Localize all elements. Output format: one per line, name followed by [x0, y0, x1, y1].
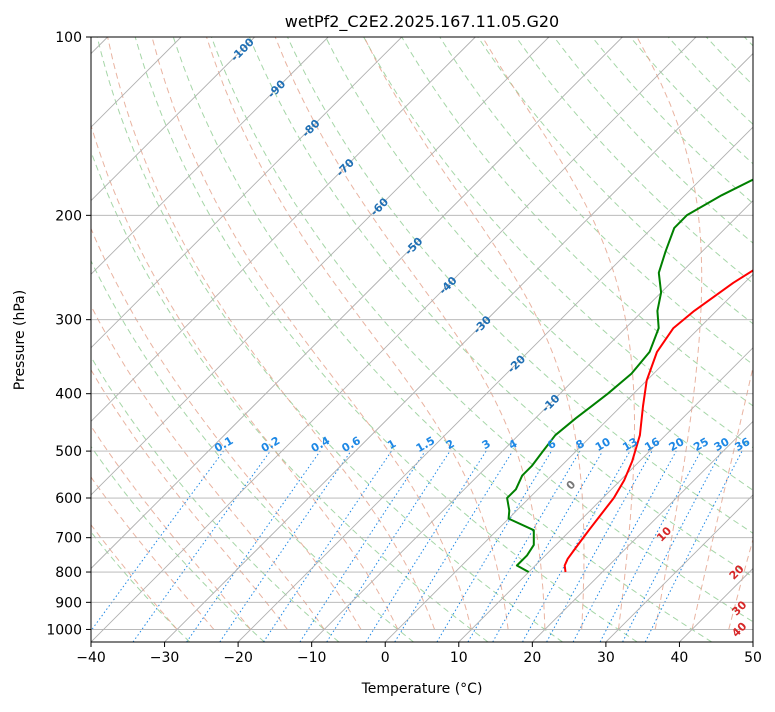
y-tick-label: 700: [55, 531, 82, 547]
x-axis-label: Temperature (°C): [361, 681, 483, 697]
y-tick-label: 200: [55, 208, 82, 224]
x-tick-label: 10: [450, 650, 468, 666]
grid-lines: [0, 37, 775, 642]
mixing-ratio-label: 0.4: [309, 434, 333, 455]
moist-adiabat: [0, 37, 287, 629]
x-ticks: −40 −30 −20 −10 0 10 20 30 40 50: [76, 642, 762, 666]
isotherm: [0, 37, 402, 642]
mixing-ratio-line: [327, 451, 450, 642]
y-ticks: 100 200 300 400 500 600 700 800 900 1000: [46, 30, 91, 638]
x-tick-label: 0: [381, 650, 390, 666]
mixing-ratio-line: [600, 451, 701, 642]
mixing-ratio-label: 0.6: [340, 434, 364, 455]
isotherm-label: -70: [334, 156, 357, 179]
dry-adiabat: [97, 37, 562, 642]
x-tick-label: −20: [223, 650, 253, 666]
isotherm-label: -100: [228, 35, 257, 64]
x-tick-label: −30: [150, 650, 180, 666]
mixing-ratio-line: [83, 451, 224, 642]
moist-adiabat-label: 0: [564, 478, 579, 493]
mixing-ratio-label: 1: [385, 437, 398, 452]
isotherm-label: -40: [436, 274, 459, 297]
isotherm: [165, 37, 770, 642]
x-tick-label: 40: [671, 650, 689, 666]
moist-adiabat-label: 40: [729, 620, 749, 640]
dewpoint-line: [507, 37, 775, 572]
moist-adiabat: [0, 37, 214, 629]
mixing-ratio-label: 1.5: [414, 434, 437, 455]
mixing-ratio-line: [437, 451, 552, 642]
y-tick-label: 100: [55, 30, 82, 46]
x-tick-label: −10: [297, 650, 327, 666]
isotherm: [753, 37, 775, 642]
x-tick-label: 20: [523, 650, 541, 666]
moist-adiabat: [729, 37, 775, 629]
isotherm: [679, 37, 775, 642]
dry-adiabat: [706, 37, 775, 642]
mixing-ratio-line: [220, 451, 351, 642]
y-tick-label: 600: [55, 491, 82, 507]
y-axis-label: Pressure (hPa): [12, 290, 28, 390]
isotherm: [459, 37, 775, 642]
mixing-ratio-line: [264, 451, 392, 642]
dry-adiabat: [0, 37, 264, 642]
moist-adiabat: [364, 37, 584, 629]
dry-adiabat: [173, 37, 712, 642]
y-tick-label: 800: [55, 565, 82, 581]
dry-adiabat: [0, 37, 339, 642]
x-tick-label: −40: [76, 650, 106, 666]
dry-adiabat: [21, 37, 414, 642]
dry-adiabat: [516, 37, 775, 642]
mixing-ratio-line: [300, 451, 425, 642]
isotherm: [385, 37, 775, 642]
y-tick-label: 300: [55, 313, 82, 329]
background-lines: [0, 37, 775, 642]
moist-adiabat: [482, 37, 634, 629]
dry-adiabat: [744, 37, 775, 642]
moist-adiabat: [766, 37, 775, 629]
temperature-line: [565, 37, 775, 572]
isotherm-label: -10: [539, 392, 562, 415]
y-tick-label: 400: [55, 387, 82, 403]
isotherm: [0, 37, 255, 642]
dry-adiabat: [135, 37, 637, 642]
mixing-ratio-label: 3: [480, 437, 493, 452]
dry-adiabat: [0, 37, 190, 642]
y-tick-label: 900: [55, 595, 82, 611]
mixing-ratio-line: [547, 451, 652, 642]
mixing-ratio-label: 6: [545, 437, 558, 452]
moist-adiabat-label: 10: [654, 524, 674, 544]
moist-adiabat: [0, 37, 251, 629]
x-tick-label: 50: [744, 650, 762, 666]
dry-adiabat: [668, 37, 775, 642]
mixing-ratio-line: [468, 451, 580, 642]
mixing-ratio-label: 4: [506, 437, 519, 452]
isotherm-label: -80: [299, 117, 322, 140]
y-tick-label: 1000: [46, 622, 82, 638]
dry-adiabat: [478, 37, 775, 642]
mixing-ratio-line: [645, 451, 742, 642]
dry-adiabat: [592, 37, 775, 642]
moist-adiabat: [207, 37, 509, 629]
isotherm-label: -50: [402, 234, 425, 257]
sounding-series: [507, 37, 775, 572]
moist-adiabat: [692, 37, 775, 629]
isotherm-label: -90: [265, 77, 288, 100]
chart-title: wetPf2_C2E2.2025.167.11.05.G20: [285, 12, 559, 32]
dry-adiabat: [59, 37, 488, 642]
isotherm-label: -30: [471, 313, 494, 336]
x-tick-label: 30: [597, 650, 615, 666]
mixing-ratio-line: [366, 451, 486, 642]
moist-adiabat-label: 20: [727, 562, 747, 582]
isotherm: [312, 37, 775, 642]
y-tick-label: 500: [55, 444, 82, 460]
